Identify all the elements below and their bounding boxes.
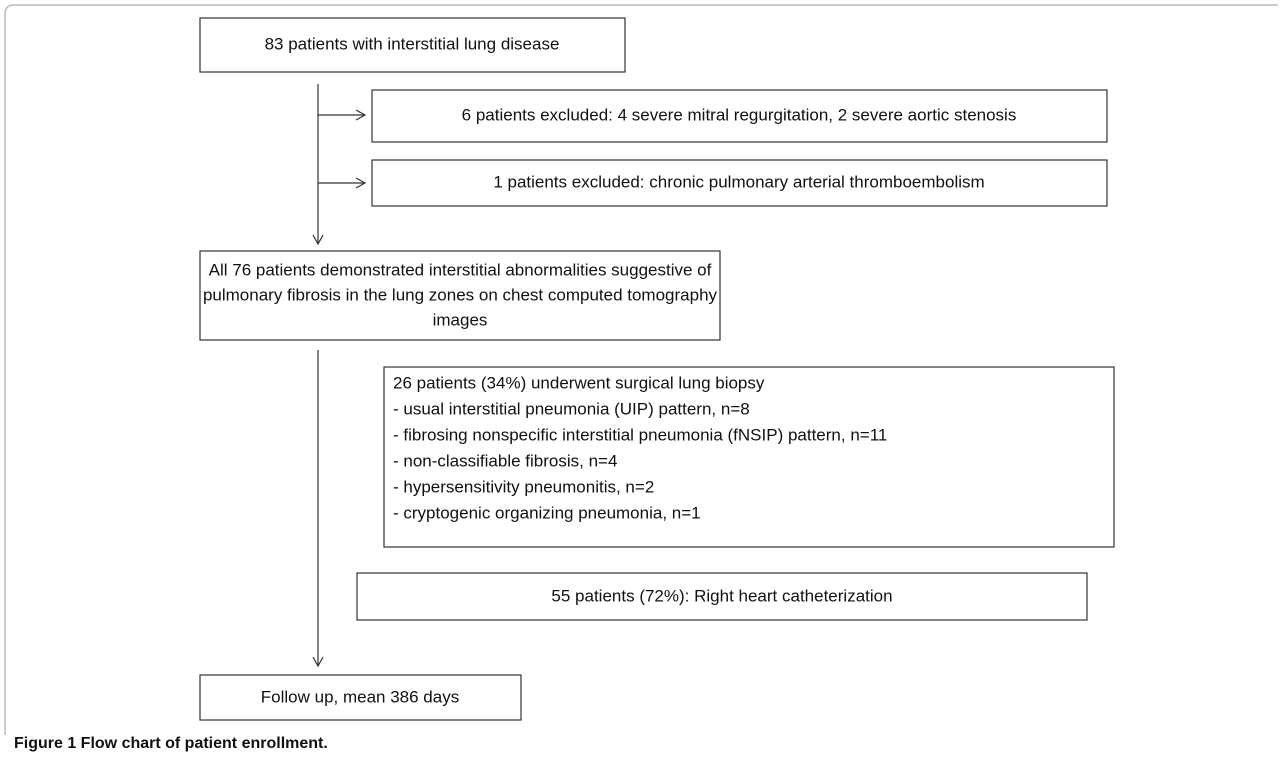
box-text: pulmonary fibrosis in the lung zones on … <box>203 285 718 304</box>
box-text: 26 patients (34%) underwent surgical lun… <box>393 373 765 392</box>
box <box>383 366 1115 548</box>
box-text: 6 patients excluded: 4 severe mitral reg… <box>462 105 1017 124</box>
box-text: All 76 patients demonstrated interstitia… <box>209 260 712 279</box>
frame <box>4 4 1278 735</box>
caption: Figure 1 Flow chart of patient enrollmen… <box>14 735 328 752</box>
box-text: Follow up, mean 386 days <box>261 687 459 706</box>
box-text: 83 patients with interstitial lung disea… <box>265 34 560 53</box>
box-text: - hypersensitivity pneumonitis, n=2 <box>393 477 654 496</box>
box <box>356 572 1088 621</box>
box-text: 55 patients (72%): Right heart catheteri… <box>551 586 892 605</box>
box-text: images <box>433 310 488 329</box>
box <box>199 17 626 73</box>
box-text: - usual interstitial pneumonia (UIP) pat… <box>393 399 750 418</box>
box <box>199 250 721 341</box>
box-text: 1 patients excluded: chronic pulmonary a… <box>493 172 984 191</box>
box <box>371 159 1108 207</box>
box-text: - fibrosing nonspecific interstitial pne… <box>393 425 887 444</box>
box-text: - non-classifiable fibrosis, n=4 <box>393 451 617 470</box>
box <box>199 674 522 721</box>
box-text: - cryptogenic organizing pneumonia, n=1 <box>393 503 701 522</box>
box <box>371 89 1108 143</box>
